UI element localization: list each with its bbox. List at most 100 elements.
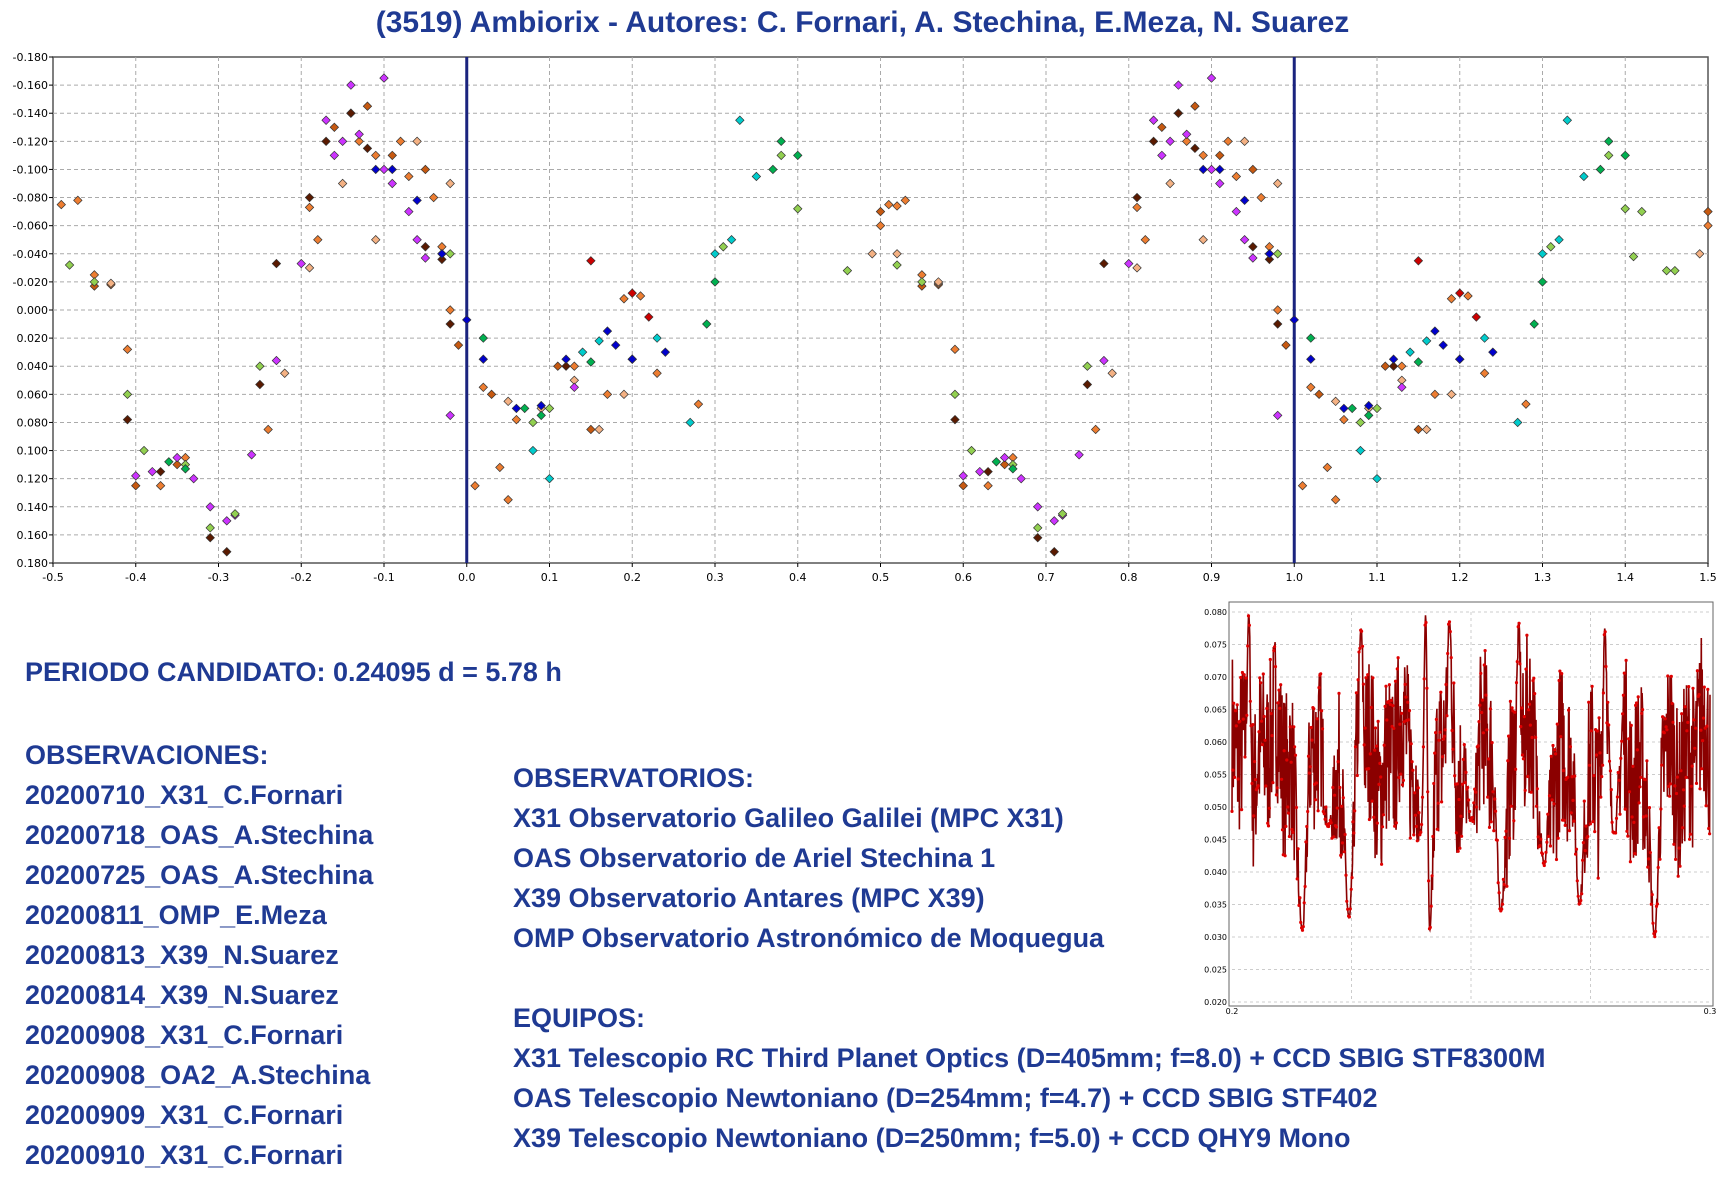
data-point <box>313 235 323 245</box>
observatories-block: OBSERVATORIOS: X31 Observatorio Galileo … <box>513 758 1104 958</box>
periodogram-point <box>1449 656 1453 660</box>
y-tick-label: 0.020 <box>1204 998 1227 1007</box>
data-point <box>1661 265 1672 276</box>
data-point <box>1033 502 1043 512</box>
periodogram-point <box>1470 816 1474 820</box>
periodogram-point <box>1453 774 1457 778</box>
periodogram-point <box>1571 798 1575 803</box>
data-point <box>1157 150 1167 161</box>
periodogram-point <box>1552 802 1556 806</box>
periodogram-point <box>1392 726 1396 731</box>
data-point <box>1306 354 1316 364</box>
data-point <box>1198 150 1208 161</box>
data-point <box>1231 206 1242 217</box>
periodogram-point <box>1345 899 1349 903</box>
y-tick-label: -0.180 <box>13 51 48 64</box>
periodogram-point <box>1502 882 1506 887</box>
periodogram-point <box>1604 664 1608 669</box>
periodogram-point <box>1274 793 1278 797</box>
periodogram-point <box>1391 704 1395 708</box>
periodogram-point <box>1636 695 1640 699</box>
y-tick-label: 0.080 <box>1204 608 1227 617</box>
periodogram-point <box>1312 707 1316 711</box>
periodogram-point <box>1400 711 1404 716</box>
periodogram-point <box>1360 629 1364 633</box>
data-point <box>1099 355 1109 366</box>
data-point <box>1479 333 1490 343</box>
data-point <box>329 122 340 132</box>
data-point <box>652 368 662 378</box>
periodogram-point <box>1282 749 1286 753</box>
data-point <box>346 108 356 118</box>
periodogram-point <box>1433 751 1437 755</box>
periodogram-point <box>1414 824 1418 829</box>
data-point <box>1413 357 1424 367</box>
periodogram-point <box>1576 894 1580 898</box>
periodogram-point <box>1244 676 1248 680</box>
data-point <box>139 445 149 456</box>
observation-item: 20200910_X31_C.Fornari <box>25 1140 344 1170</box>
periodogram-point <box>1277 688 1281 692</box>
periodogram-point <box>1479 671 1483 676</box>
data-point <box>205 502 215 512</box>
periodogram-point <box>1476 744 1480 748</box>
data-point <box>586 256 596 266</box>
periodogram-point <box>1315 717 1319 721</box>
periodogram-point <box>1233 775 1237 780</box>
periodogram-point <box>1550 798 1554 802</box>
periodogram-point <box>1233 709 1238 713</box>
data-point <box>1703 220 1713 231</box>
data-point <box>1471 312 1481 322</box>
periodogram-point <box>1539 837 1543 841</box>
data-point <box>1082 379 1093 390</box>
data-point <box>933 277 944 287</box>
data-point <box>205 523 215 533</box>
periodogram-point <box>1351 820 1355 824</box>
periodogram-point <box>1400 783 1405 787</box>
periodogram-point <box>1243 755 1247 759</box>
periodogram-point <box>1547 794 1552 798</box>
data-point <box>1198 164 1208 175</box>
periodogram-point <box>1562 818 1566 822</box>
period-text: PERIODO CANDIDATO: 0.24095 d = 5.78 h <box>25 652 562 692</box>
periodogram-point <box>1554 752 1558 756</box>
y-tick-label: -0.120 <box>13 135 48 148</box>
periodogram-point <box>1420 795 1425 799</box>
data-point <box>619 294 629 304</box>
data-point <box>1215 164 1225 175</box>
periodogram-point <box>1334 825 1338 829</box>
data-point <box>966 445 977 456</box>
periodogram-point <box>1353 745 1358 749</box>
observatory-item: OAS Observatorio de Ariel Stechina 1 <box>513 843 996 873</box>
page-title: (3519) Ambiorix - Autores: C. Fornari, A… <box>375 6 1350 39</box>
data-point <box>462 315 472 325</box>
periodogram-point <box>1373 726 1378 730</box>
data-point <box>950 344 960 355</box>
periodogram-point <box>1567 829 1572 833</box>
equipment-item: OAS Telescopio Newtoniano (D=254mm; f=4.… <box>513 1083 1378 1113</box>
data-point <box>371 150 381 161</box>
periodogram-point <box>1490 741 1494 745</box>
periodogram-point <box>1553 748 1557 752</box>
periodogram-point <box>1575 879 1579 883</box>
periodogram-point <box>1481 731 1485 735</box>
data-point <box>1529 319 1539 329</box>
periodogram-point <box>1601 763 1605 767</box>
periodogram-point <box>1410 760 1414 764</box>
periodogram-point <box>1517 621 1521 625</box>
periodogram-point <box>1320 709 1324 713</box>
periodogram-point <box>1649 902 1653 906</box>
periodogram-point <box>1417 811 1421 815</box>
data-point <box>1604 150 1614 161</box>
periodogram-point <box>1510 706 1514 710</box>
observation-item: 20200908_X31_C.Fornari <box>25 1020 344 1050</box>
data-point <box>594 336 604 346</box>
data-point <box>222 516 232 526</box>
periodogram-point <box>1296 847 1300 851</box>
data-point <box>1372 403 1382 414</box>
x-tick-label: 0.9 <box>1203 571 1221 584</box>
y-tick-label: -0.100 <box>13 163 48 176</box>
periodogram-point <box>1521 757 1525 761</box>
data-point <box>544 473 555 484</box>
periodogram-point <box>1439 690 1443 694</box>
